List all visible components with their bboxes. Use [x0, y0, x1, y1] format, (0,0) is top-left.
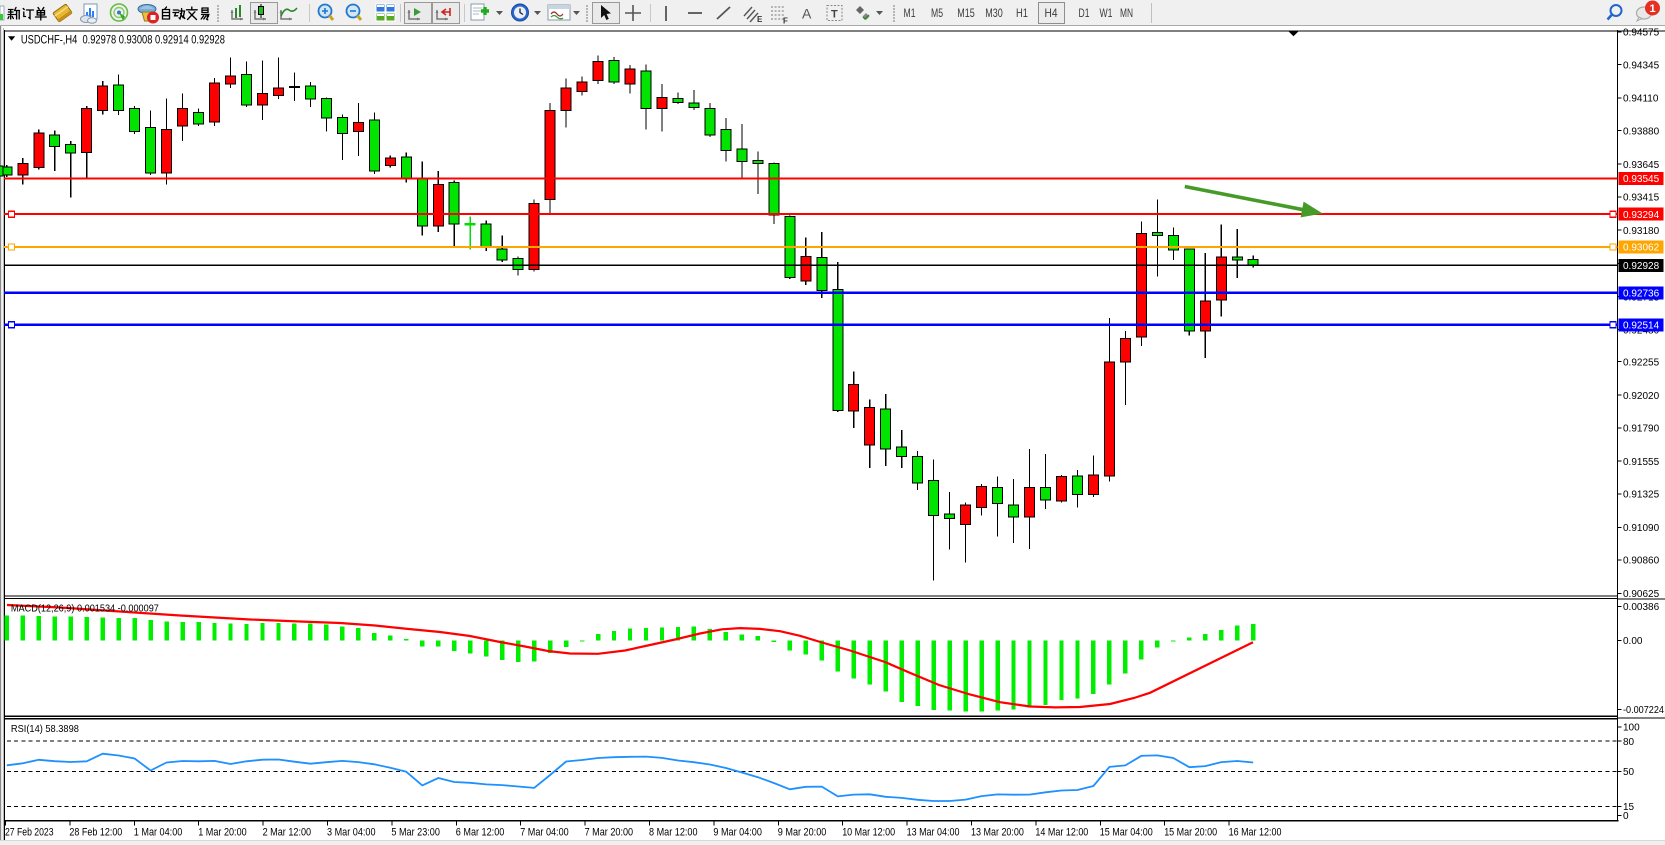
svg-text:9 Mar 20:00: 9 Mar 20:00	[778, 826, 827, 838]
svg-text:9 Mar 04:00: 9 Mar 04:00	[713, 826, 762, 838]
svg-text:16 Mar 12:00: 16 Mar 12:00	[1229, 826, 1282, 838]
svg-text:0.93545: 0.93545	[1623, 174, 1660, 185]
svg-text:0.91090: 0.91090	[1623, 523, 1660, 534]
svg-text:T: T	[831, 9, 838, 21]
svg-text:0.90625: 0.90625	[1623, 589, 1660, 600]
svg-text:0.93415: 0.93415	[1623, 193, 1660, 204]
svg-text:0.00386: 0.00386	[1623, 602, 1660, 613]
svg-text:A: A	[802, 6, 812, 22]
svg-text:H1: H1	[1016, 6, 1028, 20]
svg-text:M30: M30	[985, 6, 1003, 20]
svg-text:8 Mar 12:00: 8 Mar 12:00	[649, 826, 698, 838]
svg-text:USDCHF-,H4 0.92978 0.93008 0.: USDCHF-,H4 0.92978 0.93008 0.92914 0.929…	[21, 35, 225, 47]
svg-text:0.94345: 0.94345	[1623, 60, 1660, 71]
svg-text:2 Mar 12:00: 2 Mar 12:00	[263, 826, 312, 838]
svg-text:W1: W1	[1100, 6, 1113, 20]
svg-text:H4: H4	[1045, 6, 1058, 20]
svg-text:5 Mar 23:00: 5 Mar 23:00	[391, 826, 440, 838]
svg-text:0.93294: 0.93294	[1623, 210, 1660, 221]
svg-text:50: 50	[1623, 767, 1635, 778]
svg-text:E: E	[757, 15, 763, 24]
svg-text:13 Mar 04:00: 13 Mar 04:00	[907, 826, 960, 838]
svg-text:10 Mar 12:00: 10 Mar 12:00	[842, 826, 895, 838]
svg-text:80: 80	[1623, 737, 1635, 748]
svg-text:13 Mar 20:00: 13 Mar 20:00	[971, 826, 1024, 838]
svg-text:0.91325: 0.91325	[1623, 490, 1660, 501]
svg-text:D1: D1	[1079, 6, 1090, 20]
svg-text:0.92020: 0.92020	[1623, 391, 1660, 402]
svg-text:0.93645: 0.93645	[1623, 160, 1660, 171]
svg-text:6 Mar 12:00: 6 Mar 12:00	[456, 826, 505, 838]
svg-text:7 Mar 04:00: 7 Mar 04:00	[520, 826, 569, 838]
svg-text:0.92514: 0.92514	[1623, 321, 1660, 332]
svg-text:MN: MN	[1120, 6, 1133, 20]
svg-text:0.94110: 0.94110	[1623, 94, 1659, 105]
svg-text:1: 1	[1649, 3, 1655, 15]
svg-text:M15: M15	[957, 6, 975, 20]
svg-text:0.00: 0.00	[1623, 636, 1643, 647]
svg-text:M5: M5	[931, 6, 943, 20]
svg-text:0.92736: 0.92736	[1623, 289, 1660, 300]
svg-text:RSI(14) 58.3898: RSI(14) 58.3898	[11, 723, 79, 735]
svg-text:100: 100	[1623, 723, 1640, 734]
svg-text:0.93062: 0.93062	[1623, 243, 1660, 254]
svg-text:0.91790: 0.91790	[1623, 424, 1660, 435]
svg-text:15: 15	[1623, 802, 1635, 813]
svg-text:0.92928: 0.92928	[1623, 261, 1660, 272]
svg-text:0.91555: 0.91555	[1623, 457, 1660, 468]
svg-text:1 Mar 04:00: 1 Mar 04:00	[134, 826, 183, 838]
svg-text:0.93880: 0.93880	[1623, 126, 1660, 137]
svg-text:1 Mar 20:00: 1 Mar 20:00	[198, 826, 247, 838]
svg-text:0.94575: 0.94575	[1623, 28, 1660, 39]
svg-text:3 Mar 04:00: 3 Mar 04:00	[327, 826, 376, 838]
svg-text:F: F	[783, 17, 788, 26]
svg-text:28 Feb 12:00: 28 Feb 12:00	[69, 826, 122, 838]
svg-text:15 Mar 20:00: 15 Mar 20:00	[1164, 826, 1217, 838]
svg-text:0.93180: 0.93180	[1623, 226, 1660, 237]
svg-text:-0.007224: -0.007224	[1623, 705, 1664, 716]
svg-text:14 Mar 12:00: 14 Mar 12:00	[1035, 826, 1088, 838]
svg-text:27 Feb 2023: 27 Feb 2023	[5, 826, 54, 838]
svg-text:0.92255: 0.92255	[1623, 357, 1660, 368]
svg-text:MACD(12,26,9) 0.001534 -0.0000: MACD(12,26,9) 0.001534 -0.000097	[11, 603, 159, 615]
svg-text:0: 0	[1623, 811, 1629, 822]
svg-text:15 Mar 04:00: 15 Mar 04:00	[1100, 826, 1153, 838]
svg-text:7 Mar 20:00: 7 Mar 20:00	[585, 826, 634, 838]
svg-text:0.90860: 0.90860	[1623, 556, 1660, 567]
svg-text:M1: M1	[904, 6, 916, 20]
